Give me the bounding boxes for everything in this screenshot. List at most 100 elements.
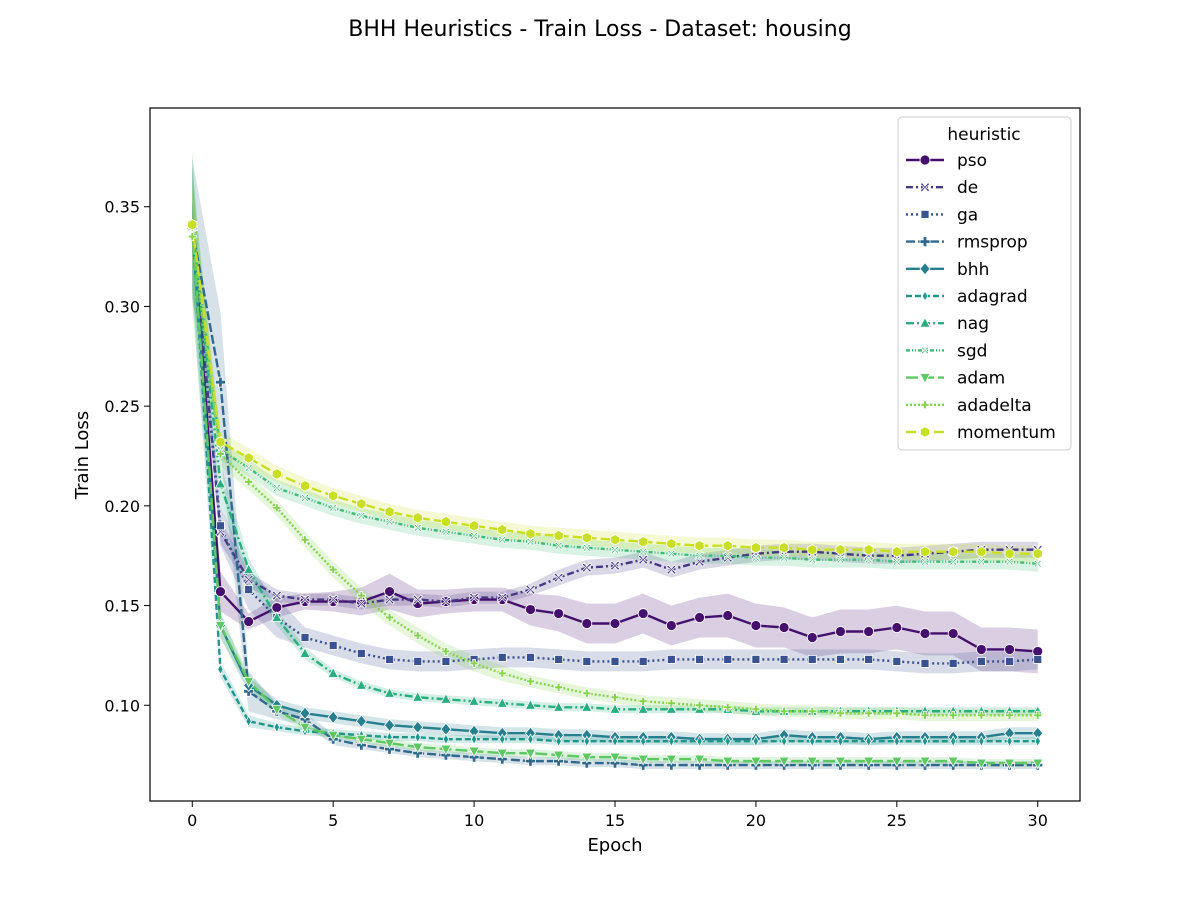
chart-title: BHH Heuristics - Train Loss - Dataset: h… bbox=[348, 17, 851, 42]
point-adadelta bbox=[469, 658, 479, 668]
series-markers bbox=[186, 218, 1044, 771]
point-pso bbox=[750, 620, 762, 631]
point-sgd bbox=[723, 551, 733, 561]
point-adagrad bbox=[639, 735, 647, 748]
point-pso bbox=[806, 632, 818, 643]
point-adam bbox=[299, 722, 311, 734]
legend-label-de: de bbox=[957, 178, 978, 198]
point-nag bbox=[524, 698, 537, 710]
point-nag bbox=[468, 694, 480, 706]
point-adam bbox=[1003, 758, 1016, 770]
point-adadelta bbox=[413, 631, 423, 640]
point-pso bbox=[637, 608, 649, 619]
point-adagrad bbox=[527, 733, 534, 746]
point-ga bbox=[526, 653, 535, 662]
point-pso bbox=[835, 626, 846, 637]
point-momentum bbox=[863, 544, 874, 556]
point-adam bbox=[693, 754, 706, 766]
point-sgd bbox=[244, 463, 253, 473]
point-sgd bbox=[526, 537, 535, 547]
point-ga bbox=[864, 655, 874, 664]
point-nag bbox=[383, 686, 396, 698]
point-nag bbox=[355, 678, 368, 690]
point-adam bbox=[552, 750, 565, 762]
point-momentum bbox=[750, 542, 761, 554]
point-momentum bbox=[384, 506, 395, 518]
point-ga bbox=[976, 657, 986, 666]
point-adam bbox=[581, 752, 593, 764]
point-momentum bbox=[835, 544, 846, 556]
legend-marker-sgd bbox=[920, 346, 930, 355]
point-adadelta bbox=[751, 704, 761, 714]
point-sgd bbox=[695, 551, 704, 561]
point-de bbox=[637, 554, 649, 566]
legend-marker-nag bbox=[919, 316, 931, 328]
legend-marker-ga bbox=[920, 209, 930, 219]
point-sgd bbox=[667, 549, 676, 559]
point-adagrad bbox=[414, 731, 421, 744]
point-adadelta bbox=[920, 710, 930, 720]
point-momentum bbox=[243, 452, 254, 464]
point-sgd bbox=[638, 547, 648, 557]
point-adadelta bbox=[187, 232, 197, 242]
point-de bbox=[384, 594, 395, 605]
band-pso bbox=[192, 202, 1038, 674]
point-sgd bbox=[1005, 557, 1014, 567]
y-axis-label: Train Loss bbox=[72, 411, 93, 500]
point-adagrad bbox=[752, 735, 760, 748]
point-ga bbox=[554, 655, 564, 664]
point-adadelta bbox=[807, 706, 817, 716]
point-pso bbox=[525, 604, 536, 615]
legend-marker-bhh bbox=[919, 262, 931, 276]
point-adagrad bbox=[555, 735, 562, 748]
x-axis-label: Epoch bbox=[587, 835, 642, 856]
point-nag bbox=[496, 696, 508, 708]
point-sgd bbox=[610, 545, 620, 555]
point-de bbox=[356, 598, 367, 609]
point-adadelta bbox=[328, 565, 338, 575]
point-adadelta bbox=[300, 535, 310, 545]
point-adam bbox=[214, 621, 227, 632]
point-momentum bbox=[779, 542, 790, 554]
point-sgd bbox=[1033, 559, 1043, 569]
point-rmsprop bbox=[525, 755, 536, 767]
point-adam bbox=[722, 756, 734, 768]
point-adam bbox=[834, 756, 847, 768]
point-adam bbox=[271, 704, 283, 716]
point-adagrad bbox=[949, 735, 957, 748]
point-adadelta bbox=[638, 696, 648, 706]
point-ga bbox=[666, 655, 676, 664]
point-pso bbox=[609, 618, 621, 629]
point-adagrad bbox=[470, 733, 478, 746]
point-ga bbox=[385, 655, 394, 664]
point-momentum bbox=[187, 218, 198, 231]
y-tick-label: 0.35 bbox=[104, 198, 140, 217]
legend: heuristic pso de ga rmsprop bhh adagrad nag sgd… bbox=[897, 116, 1072, 451]
point-pso bbox=[694, 612, 705, 623]
point-de bbox=[525, 584, 536, 595]
point-ga bbox=[610, 657, 620, 666]
point-bhh bbox=[384, 718, 396, 732]
point-ga bbox=[1033, 655, 1043, 664]
point-nag bbox=[440, 692, 452, 704]
point-sgd bbox=[892, 557, 902, 567]
point-adadelta bbox=[582, 688, 592, 698]
point-ga bbox=[892, 657, 902, 666]
point-de bbox=[581, 562, 593, 574]
point-de bbox=[553, 572, 564, 583]
point-adagrad bbox=[217, 663, 224, 676]
x-tick-label: 20 bbox=[746, 811, 766, 830]
point-adagrad bbox=[611, 735, 619, 748]
point-ga bbox=[948, 658, 958, 668]
point-sgd bbox=[357, 511, 366, 521]
point-sgd bbox=[328, 503, 338, 513]
point-ga bbox=[328, 641, 338, 650]
point-pso bbox=[1032, 646, 1044, 657]
point-de bbox=[496, 592, 508, 603]
point-adadelta bbox=[836, 708, 845, 718]
point-de bbox=[468, 592, 480, 603]
point-sgd bbox=[554, 541, 563, 551]
point-adagrad bbox=[442, 733, 450, 746]
point-nag bbox=[665, 702, 678, 714]
